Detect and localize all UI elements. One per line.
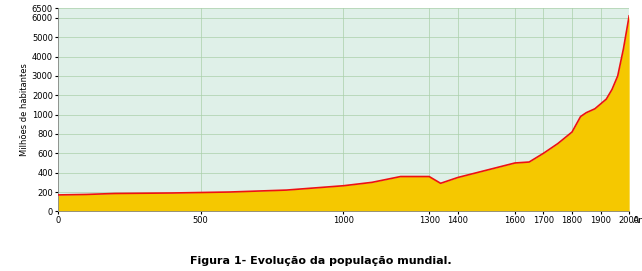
- Text: Anos: Anos: [633, 216, 642, 225]
- Y-axis label: Milhões de habitantes: Milhões de habitantes: [20, 63, 29, 156]
- Text: Figura 1- Evolução da população mundial.: Figura 1- Evolução da população mundial.: [190, 256, 452, 266]
